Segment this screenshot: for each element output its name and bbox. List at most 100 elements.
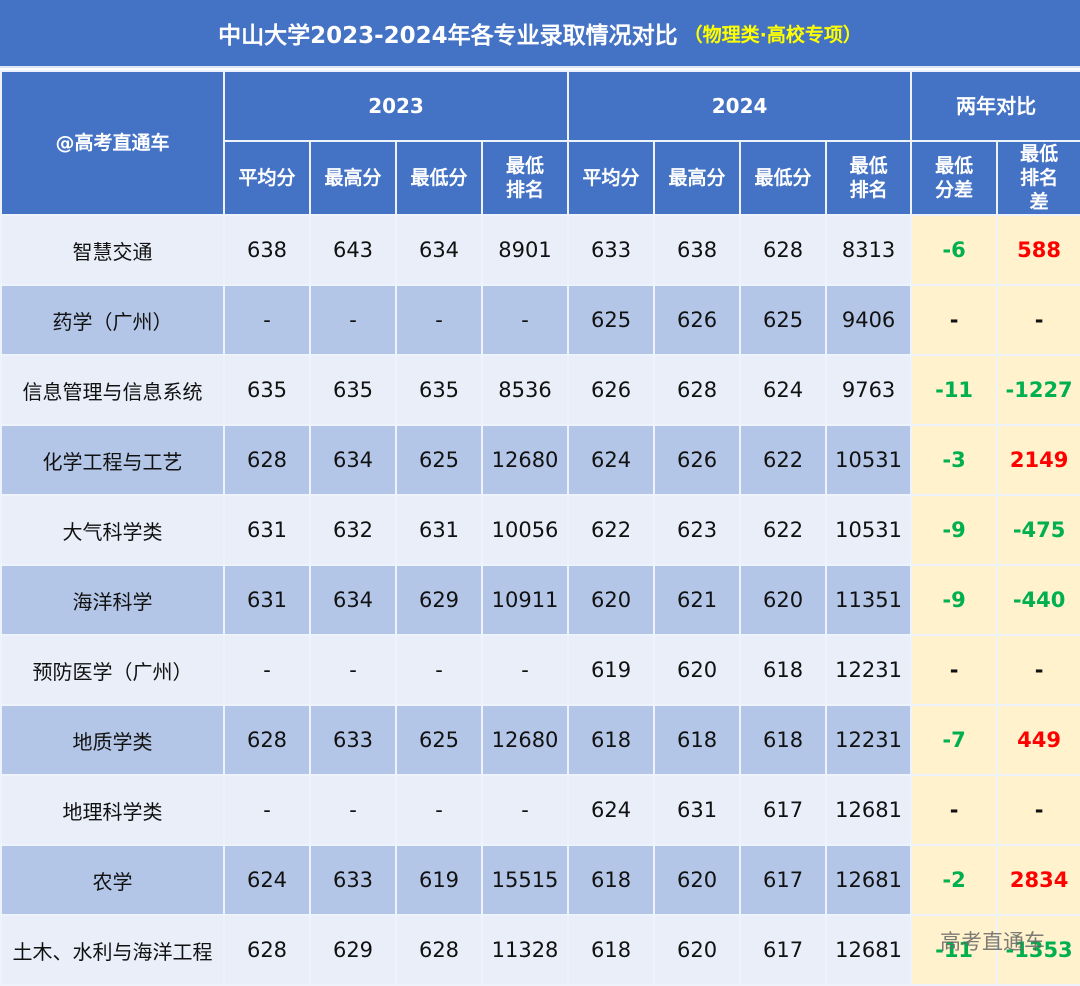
y2024-cell: 10531 (825, 424, 913, 496)
column-header: 最低分 (395, 140, 483, 216)
y2023-cell: 628 (395, 914, 483, 986)
y2024-cell: 631 (653, 774, 742, 846)
column-header: 最低排名 (480, 140, 570, 216)
y2023-cell: 624 (223, 844, 311, 916)
column-header: 平均分 (567, 140, 656, 216)
y2023-cell: 10056 (480, 494, 570, 566)
corner-label: @高考直通车 (0, 70, 225, 216)
y2024-cell: 625 (739, 284, 828, 356)
y2024-cell: 626 (653, 424, 742, 496)
y2023-cell: 625 (395, 704, 483, 776)
y2024-cell: 12681 (825, 844, 913, 916)
table-row: 地理科学类 - - - -624 631 617 12681- - (0, 774, 1080, 846)
y2023-cell: - (223, 774, 311, 846)
y2023-cell: 15515 (480, 844, 570, 916)
y2023-cell: 10911 (480, 564, 570, 636)
column-header: 最低分差 (910, 140, 999, 216)
major-name: 海洋科学 (0, 564, 225, 636)
y2024-cell: 625 (567, 284, 656, 356)
major-name: 地理科学类 (0, 774, 225, 846)
y2023-cell: - (309, 634, 397, 706)
y2024-cell: 8313 (825, 214, 913, 286)
table-row: 地质学类 628 633 625 12680 618 618 618 12231 -7 449 (0, 704, 1080, 776)
min-score-diff: -2 (910, 844, 999, 916)
min-rank-diff: 2149 (996, 424, 1080, 496)
y2023-cell: 8536 (480, 354, 570, 426)
column-header: 平均分 (223, 140, 311, 216)
y2023-cell: - (223, 284, 311, 356)
column-header: 最低分 (739, 140, 828, 216)
y2024-cell: 617 (739, 774, 828, 846)
y2023-cell: 634 (309, 564, 397, 636)
y2023-cell: 634 (395, 214, 483, 286)
y2023-cell: 643 (309, 214, 397, 286)
y2024-cell: 620 (567, 564, 656, 636)
y2024-cell: 9406 (825, 284, 913, 356)
y2023-cell: 625 (395, 424, 483, 496)
major-name: 智慧交通 (0, 214, 225, 286)
y2023-cell: 638 (223, 214, 311, 286)
y2024-cell: 638 (653, 214, 742, 286)
y2023-cell: 628 (223, 424, 311, 496)
y2024-cell: 617 (739, 914, 828, 986)
y2024-cell: 618 (567, 914, 656, 986)
major-name: 化学工程与工艺 (0, 424, 225, 496)
y2024-cell: 11351 (825, 564, 913, 636)
title-main: 中山大学2023-2024年各专业录取情况对比 (218, 23, 678, 49)
y2023-cell: 631 (395, 494, 483, 566)
y2024-cell: 618 (739, 634, 828, 706)
min-rank-diff: 449 (996, 704, 1080, 776)
y2023-cell: - (309, 284, 397, 356)
min-score-diff: - (910, 634, 999, 706)
y2023-cell: 629 (395, 564, 483, 636)
y2023-cell: 12680 (480, 704, 570, 776)
y2024-cell: 622 (739, 494, 828, 566)
y2024-cell: 626 (653, 284, 742, 356)
y2023-cell: - (480, 634, 570, 706)
y2023-cell: 635 (223, 354, 311, 426)
min-score-diff: -9 (910, 494, 999, 566)
y2024-cell: 618 (653, 704, 742, 776)
y2024-cell: 624 (567, 774, 656, 846)
major-name: 大气科学类 (0, 494, 225, 566)
y2024-cell: 620 (653, 914, 742, 986)
min-rank-diff: -1227 (996, 354, 1080, 426)
major-name: 药学（广州） (0, 284, 225, 356)
major-name: 预防医学（广州） (0, 634, 225, 706)
min-rank-diff: 2834 (996, 844, 1080, 916)
y2024-cell: 624 (567, 424, 656, 496)
min-score-diff: -7 (910, 704, 999, 776)
y2023-cell: 619 (395, 844, 483, 916)
y2024-cell: 12231 (825, 634, 913, 706)
y2024-cell: 620 (653, 634, 742, 706)
y2023-cell: 11328 (480, 914, 570, 986)
table-row: 化学工程与工艺 628 634 625 12680 624 626 622 10531 -3 214… (0, 424, 1080, 496)
y2023-cell: 631 (223, 494, 311, 566)
table-row: 土木、水利与海洋工程 628 629 628 11328 618 620 617 12681 -1… (0, 914, 1080, 986)
column-header: 最低排名 (825, 140, 913, 216)
table-row: 药学（广州） - - - -625 626 625 9406- - (0, 284, 1080, 356)
y2023-cell: 634 (309, 424, 397, 496)
y2023-cell: 635 (309, 354, 397, 426)
y2023-cell: - (395, 634, 483, 706)
y2023-cell: - (309, 774, 397, 846)
y2023-cell: 628 (223, 704, 311, 776)
y2023-cell: - (480, 774, 570, 846)
column-header: 最高分 (653, 140, 742, 216)
table-row: 海洋科学 631 634 629 10911 620 621 620 11351 -9 -440 (0, 564, 1080, 636)
group-header-2024: 2024 (567, 70, 913, 142)
y2024-cell: 618 (739, 704, 828, 776)
column-header: 最高分 (309, 140, 397, 216)
y2024-cell: 10531 (825, 494, 913, 566)
major-name: 地质学类 (0, 704, 225, 776)
table-row: 智慧交通 638 643 634 8901 633 638 628 8313 -6 588 (0, 214, 1080, 286)
y2023-cell: 8901 (480, 214, 570, 286)
min-score-diff: -11 (910, 914, 999, 986)
min-score-diff: -6 (910, 214, 999, 286)
min-rank-diff: - (996, 634, 1080, 706)
group-header-comparison: 两年对比 (910, 70, 1080, 142)
group-header-2023: 2023 (222, 70, 570, 142)
y2023-cell: 635 (395, 354, 483, 426)
min-score-diff: - (910, 774, 999, 846)
